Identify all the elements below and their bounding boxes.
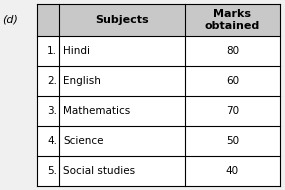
Text: 5.: 5. (47, 166, 57, 176)
Bar (37, 66, 280, 96)
Text: 70: 70 (226, 106, 239, 116)
Text: 2.: 2. (47, 76, 57, 86)
Bar (37, 96, 280, 126)
Text: Mathematics: Mathematics (63, 106, 130, 116)
Text: English: English (63, 76, 101, 86)
Text: (d): (d) (2, 15, 18, 25)
Text: 3.: 3. (47, 106, 57, 116)
Text: 1.: 1. (47, 46, 57, 56)
Bar (37, 156, 280, 186)
Text: Hindi: Hindi (63, 46, 90, 56)
Text: Subjects: Subjects (95, 15, 149, 25)
Text: 80: 80 (226, 46, 239, 56)
Bar (37, 36, 280, 66)
Text: 60: 60 (226, 76, 239, 86)
Text: Marks
obtained: Marks obtained (205, 9, 260, 31)
Text: 4.: 4. (47, 136, 57, 146)
Text: Social studies: Social studies (63, 166, 135, 176)
Bar (37, 126, 280, 156)
Bar (37, 4, 280, 36)
Text: 40: 40 (226, 166, 239, 176)
Text: Science: Science (63, 136, 103, 146)
Text: 50: 50 (226, 136, 239, 146)
